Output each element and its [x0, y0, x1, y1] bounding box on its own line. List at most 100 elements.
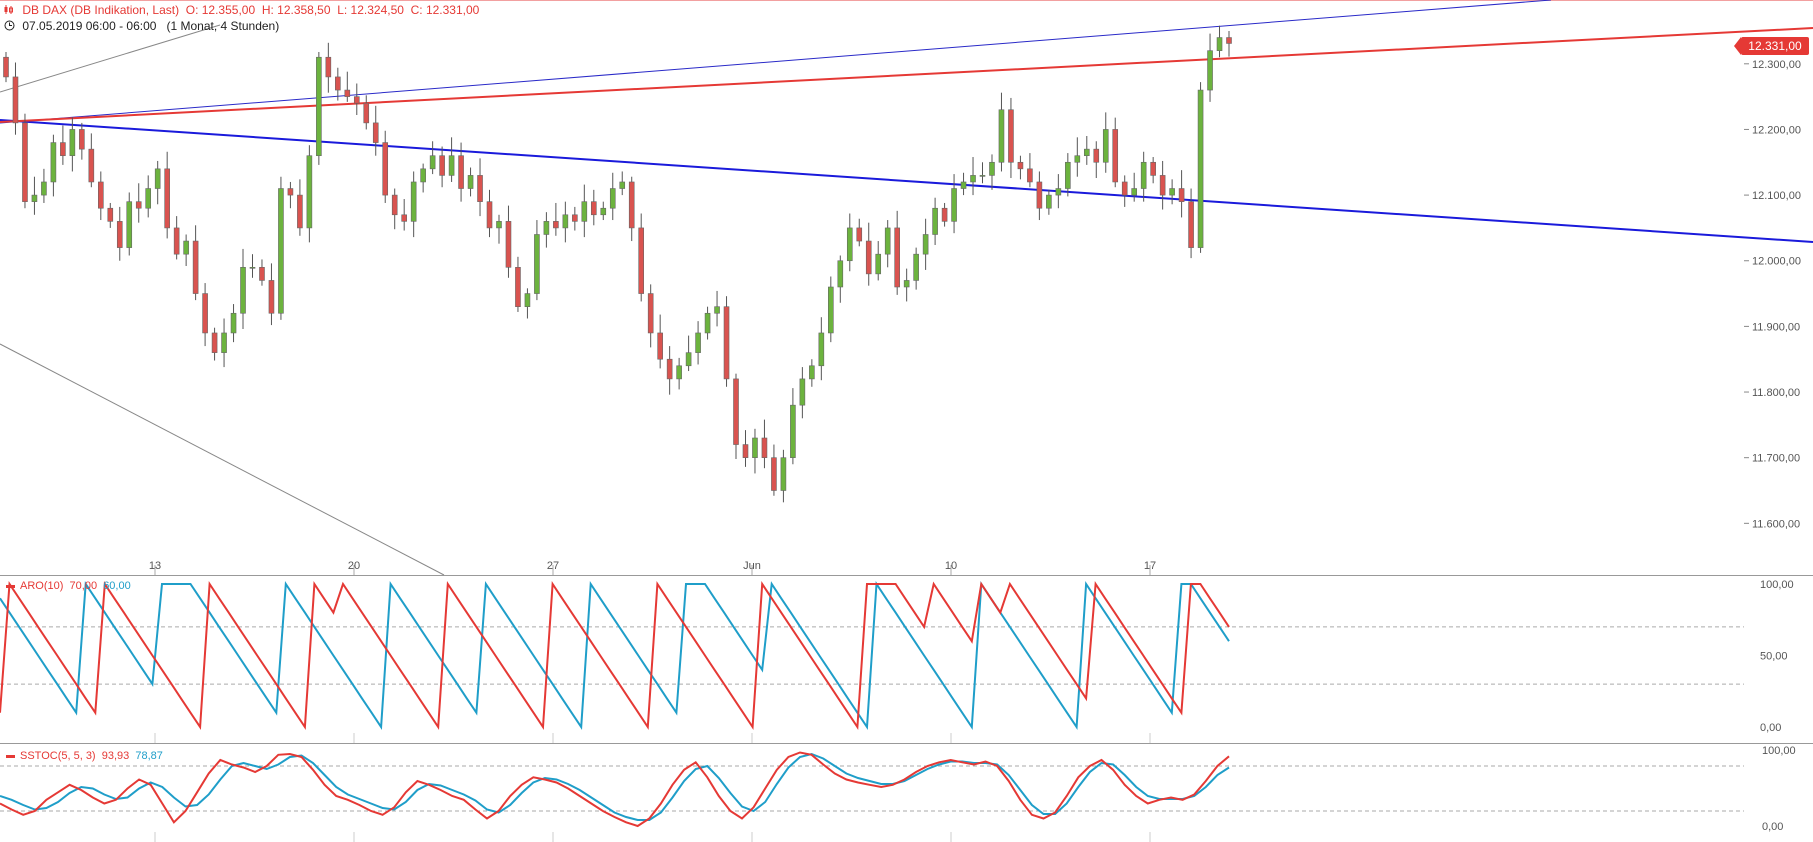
candle: [31, 194, 38, 202]
sstoc-series-blue: [0, 752, 1230, 821]
aroon-y-label: 50,00: [1760, 651, 1788, 663]
date-range: 07.05.2019 06:00 - 06:00: [22, 19, 157, 33]
candle: [534, 234, 540, 294]
candle: [884, 227, 891, 255]
candle: [932, 207, 938, 235]
legend-swatch: [6, 584, 15, 588]
candle: [771, 457, 777, 491]
candle: [1065, 161, 1071, 189]
candle: [903, 280, 910, 288]
candle: [505, 221, 512, 268]
period: (1 Monat, 4 Stunden): [166, 19, 280, 33]
candle: [107, 207, 114, 222]
candle: [647, 293, 654, 334]
candle: [742, 444, 749, 458]
y-tick-label: 12.100,00: [1752, 190, 1801, 202]
aroon-value-blue: 60,00: [103, 580, 131, 592]
y-tick-label: 12.200,00: [1752, 124, 1801, 136]
candle: [79, 129, 85, 150]
candle: [856, 227, 863, 242]
candle: [69, 129, 76, 157]
date-range-row: 07.05.2019 06:00 - 06:00 (1 Monat, 4 Stu…: [4, 19, 279, 33]
candle: [297, 194, 303, 229]
candle: [486, 201, 493, 229]
candle: [704, 312, 711, 334]
x-tick-label: Jun: [743, 560, 761, 572]
candle: [325, 56, 332, 78]
candle: [372, 122, 379, 143]
candle: [1027, 168, 1033, 183]
candle: [98, 181, 104, 209]
candle: [1121, 181, 1128, 196]
candle: [192, 240, 199, 294]
candle: [316, 56, 322, 157]
candle: [363, 102, 370, 124]
candle: [600, 207, 607, 216]
x-tick-label: 17: [1144, 560, 1156, 572]
candle: [865, 240, 872, 275]
candle: [429, 155, 436, 170]
candle: [1112, 129, 1119, 183]
candle: [164, 168, 170, 229]
x-tick-label: 13: [149, 560, 161, 572]
candle: [1036, 181, 1043, 209]
trend-line-red: [0, 27, 1813, 123]
candle: [50, 142, 57, 183]
candle: [1008, 109, 1014, 163]
candle: [41, 181, 47, 196]
last-price-badge: 12.331,00: [1734, 37, 1809, 55]
candle: [391, 194, 398, 216]
candle: [1093, 148, 1100, 163]
aroon-y-label: 100,00: [1760, 579, 1794, 591]
candle: [761, 437, 768, 458]
trend-line-blue-thin: [0, 0, 1552, 124]
instrument-name: DB DAX (DB Indikation, Last): [22, 3, 180, 17]
candle: [353, 96, 360, 104]
trend-line-grey: [0, 24, 221, 93]
candle: [818, 332, 825, 367]
candle: [401, 214, 407, 222]
candle: [989, 161, 995, 176]
candle: [657, 332, 663, 360]
candle: [790, 404, 796, 458]
candle: [628, 181, 635, 229]
candle: [145, 188, 152, 209]
candle: [581, 201, 588, 222]
candle: [515, 267, 521, 307]
aroon-series-red: [0, 580, 1230, 731]
candle: [240, 267, 246, 314]
candle: [278, 188, 284, 314]
candle: [12, 76, 19, 124]
candle: [941, 207, 948, 222]
open-value: O: 12.355,00: [185, 3, 256, 17]
candle: [666, 358, 673, 380]
sstoc-y-label: 100,00: [1762, 745, 1796, 757]
candle: [875, 253, 882, 275]
candle: [230, 312, 237, 334]
sstoc-value-blue: 78,87: [135, 750, 163, 762]
candle: [543, 221, 550, 235]
candle: [846, 227, 853, 262]
candle: [1178, 188, 1185, 202]
candle: [60, 142, 66, 157]
candle: [562, 214, 569, 229]
aroon-y-label: 0,00: [1760, 722, 1781, 734]
sstoc-legend: SSTOC(5, 5, 3) 93,93 78,87: [6, 750, 163, 762]
candle: [1074, 155, 1081, 163]
y-tick-label: 11.800,00: [1752, 387, 1800, 399]
candles: [3, 25, 1232, 503]
candle: [477, 175, 483, 202]
candle: [3, 56, 9, 78]
candle: [609, 188, 616, 209]
aroon-label: ARO(10): [20, 580, 64, 592]
candle: [458, 155, 464, 189]
candle: [259, 267, 265, 281]
candle: [116, 221, 123, 248]
candle: [1216, 37, 1223, 51]
sstoc-label: SSTOC(5, 5, 3): [20, 750, 96, 762]
candle: [960, 181, 967, 189]
legend-swatch: [6, 754, 15, 758]
candle: [1017, 161, 1024, 170]
candle: [1150, 161, 1156, 176]
